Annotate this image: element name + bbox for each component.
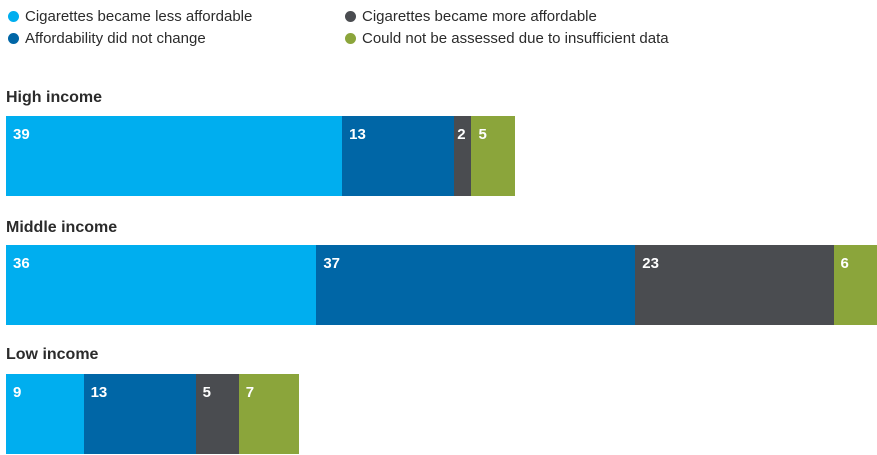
legend-label: Cigarettes became less affordable bbox=[25, 8, 253, 25]
bar-row-middle-income: 36 37 23 6 bbox=[6, 245, 877, 325]
bar-segment-more-affordable: 5 bbox=[195, 374, 239, 454]
legend-swatch bbox=[345, 11, 356, 22]
legend-item-insufficient-data: Could not be assessed due to insufficien… bbox=[345, 30, 669, 47]
bar-row-low-income: 9 13 5 7 bbox=[6, 374, 300, 454]
bar-value-label: 36 bbox=[13, 255, 30, 272]
bar-segment-less-affordable: 36 bbox=[6, 245, 317, 325]
bar-segment-insufficient-data: 7 bbox=[238, 374, 300, 454]
bar-value-label: 37 bbox=[323, 255, 340, 272]
bar-value-label: 2 bbox=[457, 126, 466, 143]
legend-label: Affordability did not change bbox=[25, 30, 206, 47]
group-title-high-income: High income bbox=[6, 89, 103, 106]
bar-value-label: 39 bbox=[13, 126, 30, 143]
legend-item-less-affordable: Cigarettes became less affordable bbox=[8, 8, 252, 25]
legend-swatch bbox=[8, 11, 19, 22]
bar-value-label: 6 bbox=[840, 255, 849, 272]
legend-swatch bbox=[8, 33, 19, 44]
legend-swatch bbox=[345, 33, 356, 44]
legend-item-no-change: Affordability did not change bbox=[8, 30, 206, 47]
bar-value-label: 23 bbox=[642, 255, 659, 272]
bar-segment-less-affordable: 39 bbox=[6, 116, 343, 196]
bar-segment-insufficient-data: 6 bbox=[833, 245, 877, 325]
group-title-low-income: Low income bbox=[6, 346, 99, 363]
group-title-middle-income: Middle income bbox=[6, 219, 118, 236]
legend: Cigarettes became less affordable Afford… bbox=[8, 8, 868, 52]
bar-row-high-income: 39 13 2 5 bbox=[6, 116, 515, 196]
bar-value-label: 5 bbox=[478, 126, 487, 143]
bar-segment-more-affordable: 2 bbox=[454, 116, 472, 196]
bar-segment-no-change: 13 bbox=[83, 374, 196, 454]
bar-value-label: 7 bbox=[245, 384, 255, 401]
legend-item-more-affordable: Cigarettes became more affordable bbox=[345, 8, 597, 25]
bar-value-label: 5 bbox=[202, 384, 211, 401]
bar-value-label: 9 bbox=[13, 384, 22, 401]
bar-value-label: 13 bbox=[90, 384, 108, 401]
bar-segment-less-affordable: 9 bbox=[6, 374, 84, 454]
bar-segment-more-affordable: 23 bbox=[635, 245, 834, 325]
bar-value-label: 13 bbox=[349, 126, 366, 143]
legend-label: Cigarettes became more affordable bbox=[362, 8, 597, 25]
bar-segment-insufficient-data: 5 bbox=[471, 116, 515, 196]
bar-segment-no-change: 37 bbox=[316, 245, 636, 325]
bar-segment-no-change: 13 bbox=[342, 116, 455, 196]
legend-label: Could not be assessed due to insufficien… bbox=[362, 30, 669, 47]
